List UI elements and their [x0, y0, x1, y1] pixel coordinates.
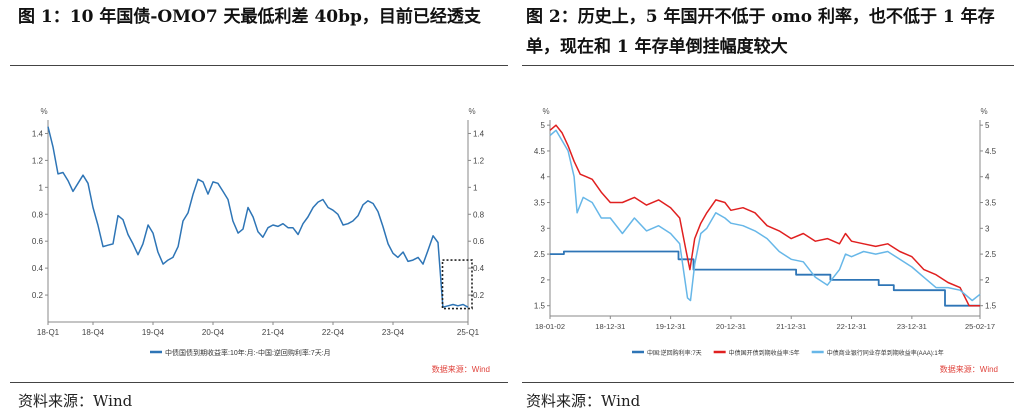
y-tick-label-left: 4	[541, 173, 546, 182]
y-tick-label-left: 0.6	[32, 237, 44, 246]
y-tick-label-left: 0.4	[32, 264, 44, 273]
bottom-rule-left	[10, 382, 508, 383]
chart-2-plot: % % 1.5 1.5 2 2 2.5 2.5 3 3 3.5 3.5 4 4 4.5 4.5 5 5 18-01-…	[534, 107, 998, 374]
y-tick-label-right: 0.4	[473, 264, 485, 273]
y-tick-label-right: 0.8	[473, 210, 485, 219]
top-rule-right	[522, 65, 1014, 66]
y-tick-label-left: 3	[541, 224, 546, 233]
y-tick-label-left: 5	[541, 121, 546, 130]
legend-label-3: 中债商业银行同业存单到期收益率(AAA):1年	[827, 349, 944, 357]
y-tick-label-left: 1.4	[32, 129, 44, 138]
series-line-2	[549, 124, 980, 307]
series-line-1	[47, 126, 469, 308]
chart-1-plot: % % 0.2 0.2 0.4 0.4 0.6 0.6 0.8 0.8 1 1 1.2 1.2 1.4 1.4…	[32, 107, 490, 374]
y-tick-label-right: 1.4	[473, 129, 485, 138]
series-line-3	[549, 129, 981, 302]
x-tick-label: 23-Q4	[382, 328, 405, 337]
legend-label-1: 中债国债到期收益率:10年:月:-中国:逆回购利率:7天:月	[165, 348, 331, 357]
x-tick-label: 20-Q4	[202, 328, 225, 337]
y-tick-label-left: 1.2	[32, 156, 44, 165]
y-tick-label-left: 1.5	[534, 302, 546, 311]
highlight-box	[441, 259, 473, 310]
x-tick-label: 25-Q1	[457, 328, 480, 337]
y-tick-label-left: 3.5	[534, 199, 546, 208]
source-note-left: 资料来源：Wind	[18, 392, 133, 410]
x-tick-label: 22-Q4	[322, 328, 345, 337]
y-tick-label-left: 1	[39, 183, 44, 192]
y-tick-label-right: 1	[473, 183, 478, 192]
x-tick-label: 19-12-31	[656, 322, 686, 331]
data-source-note: 数据来源：Wind	[432, 364, 490, 374]
legend-label-2: 中债国开债到期收益率:5年	[729, 349, 800, 357]
y-tick-label-right: 0.2	[473, 291, 485, 300]
y-unit-right: %	[980, 107, 987, 116]
x-tick-label: 20-12-31	[716, 322, 746, 331]
y-unit-left: %	[542, 107, 549, 116]
x-tick-label: 22-12-31	[837, 322, 867, 331]
x-tick-label: 18-Q1	[37, 328, 60, 337]
y-tick-label-right: 1.5	[985, 302, 997, 311]
x-tick-label: 23-12-31	[897, 322, 927, 331]
y-tick-label-right: 2.5	[985, 250, 997, 259]
y-tick-label-right: 4	[985, 173, 990, 182]
legend-label-1: 中国:逆回购利率:7天	[647, 349, 702, 357]
y-unit-right: %	[468, 107, 475, 116]
y-tick-label-right: 5	[985, 121, 990, 130]
x-tick-label: 18-12-31	[595, 322, 625, 331]
y-tick-label-left: 2	[541, 276, 546, 285]
x-tick-label: 18-Q4	[82, 328, 105, 337]
y-tick-label-left: 0.2	[32, 291, 44, 300]
chart-1-title: 图 1：10 年国债-OMO7 天最低利差 40bp，目前已经透支	[18, 7, 481, 27]
y-tick-label-left: 4.5	[534, 147, 546, 156]
x-tick-label: 19-Q4	[142, 328, 165, 337]
x-tick-label: 21-12-31	[776, 322, 806, 331]
x-tick-label: 18-01-02	[535, 322, 565, 331]
y-tick-label-right: 0.6	[473, 237, 485, 246]
chart-2-title: 图 2：历史上，5 年国开不低于 omo 利率，也不低于 1 年存单，现在和 1…	[526, 7, 995, 57]
data-source-note: 数据来源：Wind	[940, 364, 998, 374]
y-tick-label-right: 3.5	[985, 199, 997, 208]
y-tick-label-right: 4.5	[985, 147, 997, 156]
y-tick-label-right: 1.2	[473, 156, 485, 165]
y-tick-label-left: 2.5	[534, 250, 546, 259]
source-note-right: 资料来源：Wind	[526, 392, 641, 410]
x-tick-label: 21-Q4	[262, 328, 285, 337]
y-tick-label-right: 3	[985, 224, 990, 233]
top-rule-left	[10, 65, 508, 66]
y-tick-label-left: 0.8	[32, 210, 44, 219]
y-unit-left: %	[40, 107, 47, 116]
x-tick-label: 25-02-17	[965, 322, 995, 331]
y-tick-label-right: 2	[985, 276, 990, 285]
bottom-rule-right	[522, 382, 1014, 383]
